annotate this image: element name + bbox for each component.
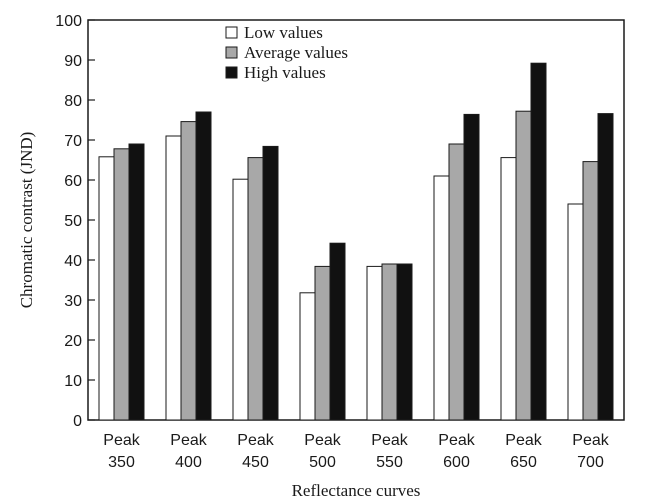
bar-series-2-cat-5 <box>463 113 480 421</box>
x-tick-label-6-0: Peak <box>505 432 542 449</box>
y-axis: 0 10 20 30 40 50 60 70 80 90 100 <box>55 13 95 430</box>
legend-label-0: Low values <box>244 23 323 42</box>
x-tick-label-3-0: Peak <box>304 432 341 449</box>
bar-series-1-cat-0 <box>113 148 130 421</box>
x-tick-label-0-1: 350 <box>108 454 135 471</box>
bar-series-0-cat-3 <box>299 292 316 421</box>
bar-series-1-cat-7 <box>582 161 599 421</box>
bar-series-0-cat-1 <box>165 135 182 421</box>
bars <box>98 62 614 421</box>
x-tick-label-4-0: Peak <box>371 432 408 449</box>
y-tick-label-4: 40 <box>64 253 82 270</box>
x-tick-label-7-0: Peak <box>572 432 609 449</box>
x-tick-label-2-0: Peak <box>237 432 274 449</box>
bar-series-0-cat-7 <box>567 203 584 421</box>
bar-series-1-cat-5 <box>448 143 465 421</box>
x-tick-label-6-1: 650 <box>510 454 537 471</box>
legend-swatch-1 <box>225 46 238 59</box>
x-tick-label-5-1: 600 <box>443 454 470 471</box>
bar-series-2-cat-4 <box>396 263 413 421</box>
bar-series-1-cat-4 <box>381 263 398 421</box>
x-tick-label-4-1: 550 <box>376 454 403 471</box>
legend-swatch-2 <box>225 66 238 79</box>
y-tick-label-6: 60 <box>64 173 82 190</box>
bar-series-0-cat-5 <box>433 175 450 421</box>
y-tick-label-1: 10 <box>64 373 82 390</box>
y-tick-label-8: 80 <box>64 93 82 110</box>
x-tick-label-2-1: 450 <box>242 454 269 471</box>
x-tick-label-5-0: Peak <box>438 432 475 449</box>
y-tick-label-10: 100 <box>55 13 82 30</box>
legend-swatch-0 <box>225 26 238 39</box>
bar-series-0-cat-6 <box>500 157 517 421</box>
legend-label-1: Average values <box>244 43 348 62</box>
x-tick-label-3-1: 500 <box>309 454 336 471</box>
y-tick-label-2: 20 <box>64 333 82 350</box>
legend-label-2: High values <box>244 63 326 82</box>
bar-series-1-cat-1 <box>180 121 197 421</box>
x-tick-label-1-0: Peak <box>170 432 207 449</box>
bar-series-2-cat-0 <box>128 143 145 421</box>
bar-series-1-cat-2 <box>247 157 264 421</box>
bar-series-0-cat-2 <box>232 178 249 421</box>
bar-series-0-cat-0 <box>98 156 115 421</box>
x-axis: Peak 350 Peak 400 Peak 450 Peak 500 Peak 550 Peak 6… <box>103 432 609 471</box>
y-tick-label-7: 70 <box>64 133 82 150</box>
x-tick-label-1-1: 400 <box>175 454 202 471</box>
y-axis-title: Chromatic contrast (JND) <box>17 132 36 309</box>
bar-series-2-cat-3 <box>329 242 346 421</box>
bar-series-2-cat-2 <box>262 145 279 421</box>
y-tick-label-5: 50 <box>64 213 82 230</box>
y-tick-label-0: 0 <box>73 413 82 430</box>
bar-series-0-cat-4 <box>366 265 383 421</box>
bar-series-2-cat-6 <box>530 62 547 421</box>
bar-series-2-cat-1 <box>195 111 212 421</box>
x-axis-title: Reflectance curves <box>292 481 421 500</box>
bar-series-1-cat-6 <box>515 110 532 421</box>
x-tick-label-7-1: 700 <box>577 454 604 471</box>
y-tick-label-9: 90 <box>64 53 82 70</box>
y-tick-label-3: 30 <box>64 293 82 310</box>
x-tick-label-0-0: Peak <box>103 432 140 449</box>
bar-series-1-cat-3 <box>314 265 331 421</box>
bar-series-2-cat-7 <box>597 113 614 421</box>
